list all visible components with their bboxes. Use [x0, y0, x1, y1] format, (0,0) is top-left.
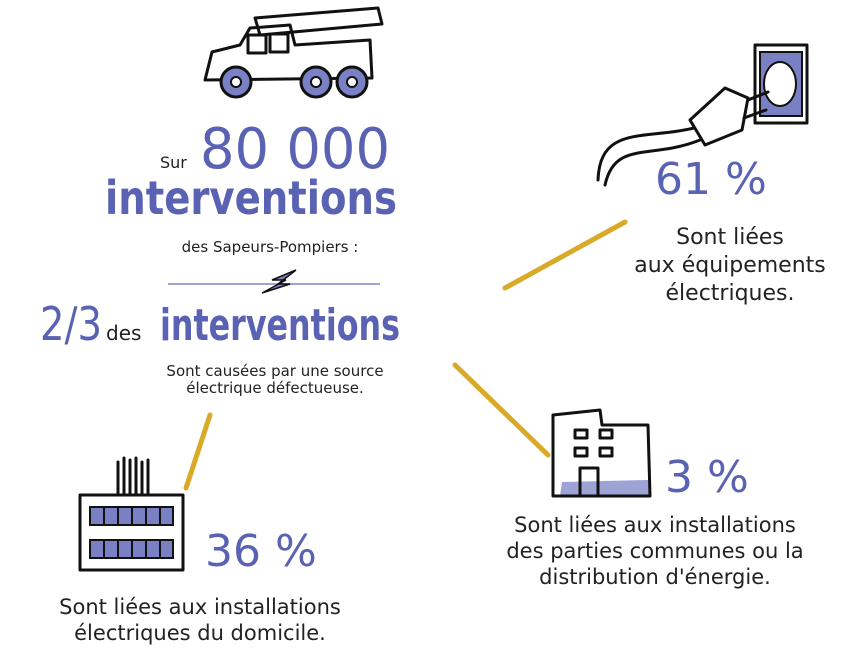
source: des Sapeurs-Pompiers : [182, 238, 359, 256]
caption: électriques du domicile. [74, 621, 326, 645]
prefix: Sur [160, 153, 187, 172]
percent: 3 % [665, 452, 749, 503]
infographic: Sur 80 000 interventions des Sapeurs-Pom… [0, 0, 864, 657]
caption: des parties communes ou la [506, 539, 803, 563]
caption: électriques. [666, 281, 795, 306]
percent: 61 % [655, 154, 767, 205]
caption: Sont causées par une source [166, 362, 383, 380]
fraction-word: interventions [160, 300, 400, 351]
building-icon [553, 410, 650, 496]
connector [455, 365, 548, 455]
truck-icon [205, 8, 382, 97]
caption: aux équipements [634, 253, 826, 278]
connector [505, 222, 625, 288]
lightning-icon [262, 270, 296, 293]
caption: Sont liées aux installations [59, 595, 341, 619]
headline-word: interventions [105, 171, 397, 225]
percent: 36 % [205, 526, 317, 577]
caption: Sont liées aux installations [514, 513, 796, 537]
fraction-value: 2/3 [40, 297, 102, 351]
caption: distribution d'énergie. [539, 565, 771, 589]
caption: Sont liées [676, 225, 784, 250]
caption: électrique défectueuse. [186, 379, 364, 397]
fraction-connector: des [106, 321, 141, 345]
panel-icon [80, 458, 183, 570]
connector [186, 415, 210, 488]
